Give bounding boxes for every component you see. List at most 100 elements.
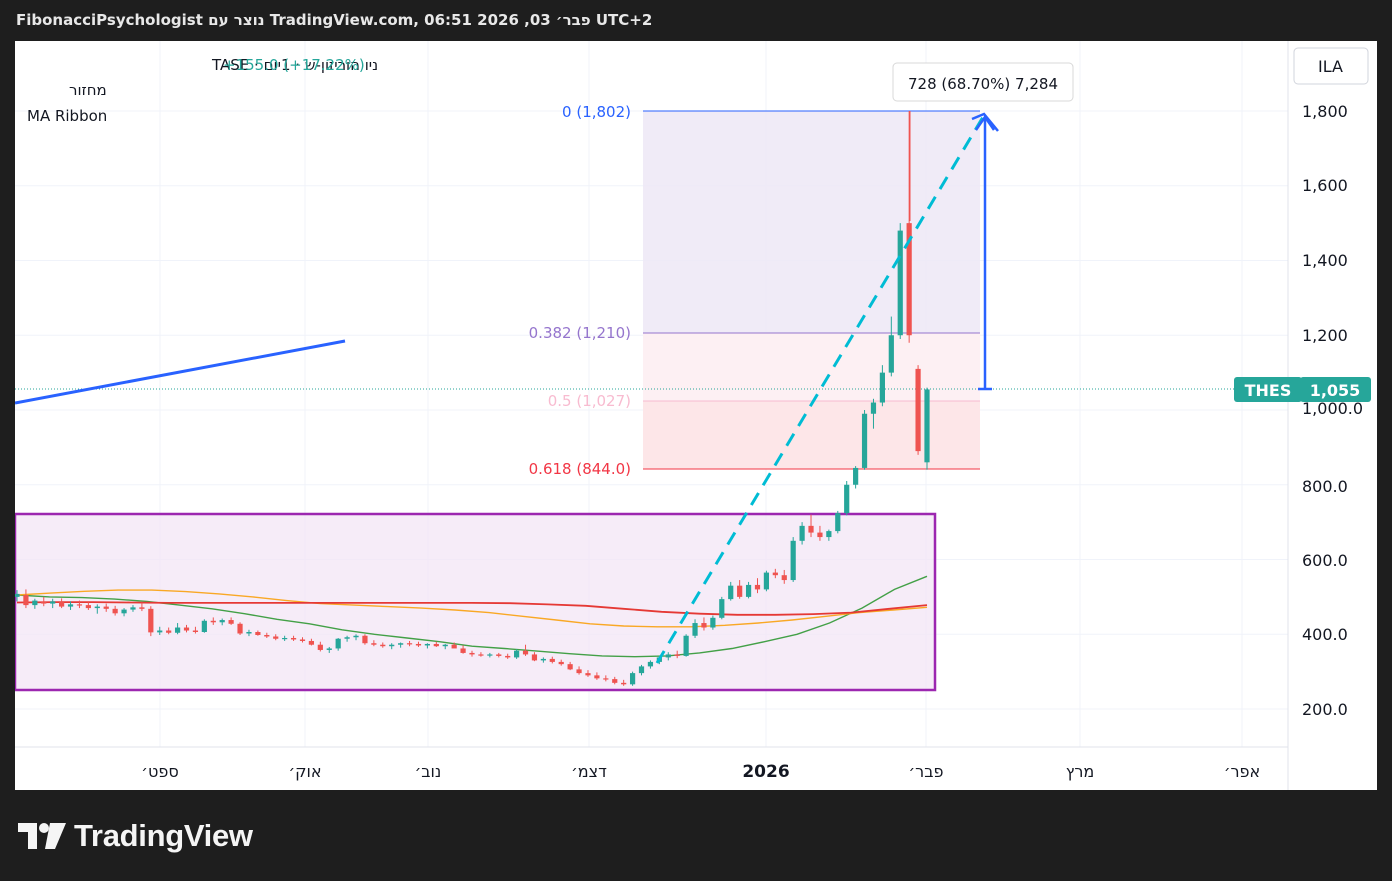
time-label-sep: ספט׳ [141, 762, 178, 781]
candle [59, 598, 65, 609]
trend-line[interactable] [14, 339, 346, 405]
candle [255, 630, 261, 636]
top-bar: FibonacciPsychologist נוצר עם TradingVie… [0, 0, 1392, 40]
tick-1600: 1,600 [1302, 176, 1348, 195]
candle [380, 642, 386, 648]
candle [808, 514, 814, 538]
candle [139, 602, 145, 612]
candle [371, 640, 377, 647]
candle [174, 623, 181, 635]
candle [460, 645, 466, 654]
candle [683, 634, 689, 657]
candle [692, 619, 698, 638]
candle [799, 522, 805, 545]
candle [32, 598, 38, 609]
candle [567, 661, 573, 671]
ma-line-1 [16, 589, 928, 628]
legend-change: +155.0 (+17.22%) [223, 56, 365, 74]
candle [398, 642, 404, 648]
candle [576, 666, 582, 675]
measure-tooltip [892, 62, 1074, 102]
candle [273, 634, 279, 641]
symbol-tag [1234, 377, 1302, 402]
candle [157, 626, 163, 635]
candle [603, 675, 609, 682]
candle [67, 601, 74, 610]
fib-label-0-382: 0.382 (1,210) [529, 324, 631, 342]
candle [826, 529, 832, 541]
projection-line[interactable] [655, 116, 985, 664]
candle [594, 672, 600, 680]
candle [344, 635, 350, 642]
candle [487, 652, 493, 658]
candle [781, 569, 787, 584]
candle [906, 111, 912, 343]
candle [719, 596, 725, 620]
legend-volume: מחזור [69, 81, 107, 99]
fib-label-0-5: 0.5 (1,027) [548, 392, 631, 410]
candle [540, 657, 546, 663]
candle [701, 617, 707, 631]
candle [844, 481, 850, 516]
ma-ribbon [16, 575, 928, 658]
ma-line-2 [16, 601, 928, 616]
tick-600: 600.0 [1302, 551, 1348, 570]
fibonacci-retracement[interactable]: 0 (1,802) 0.382 (1,210) 0.5 (1,027) 0.61… [529, 103, 980, 478]
candle [85, 602, 91, 610]
candle [531, 652, 538, 662]
projection-arrowhead [971, 112, 999, 132]
candle [505, 653, 511, 659]
price-chart[interactable]: 0 (1,802) 0.382 (1,210) 0.5 (1,027) 0.61… [14, 41, 1377, 790]
candle [737, 580, 743, 599]
price-range-measure[interactable]: 728 (68.70%) 7,284 [892, 62, 1074, 391]
legend-indicator: MA Ribbon [27, 107, 107, 125]
candle [353, 634, 359, 641]
candle [647, 660, 654, 669]
candle [264, 632, 270, 638]
tick-1000: 1,000.0 [1302, 399, 1363, 418]
brand-name: TradingView [74, 818, 253, 853]
candle [870, 398, 877, 429]
candle [76, 600, 83, 609]
currency-label: ILA [1318, 57, 1343, 76]
candle [710, 615, 716, 630]
candle [522, 644, 529, 656]
candle [915, 365, 921, 455]
time-label-oct: אוק׳ [288, 762, 321, 781]
fib-zone-382-5 [643, 333, 980, 401]
candle [166, 627, 172, 635]
candle [130, 605, 136, 612]
candle [389, 643, 395, 650]
fib-label-0: 0 (1,802) [562, 103, 631, 121]
fib-zone-5-618 [643, 401, 980, 469]
candle [282, 635, 288, 641]
candle [451, 642, 457, 649]
price-scale[interactable]: ILA 1,800 1,600 1,400 1,200 1,000.0 800.… [1234, 41, 1371, 790]
tradingview-logo[interactable]: TradingView [18, 816, 253, 856]
candle [317, 641, 323, 652]
candle [763, 570, 770, 592]
candle [754, 578, 761, 594]
candle [210, 617, 216, 625]
candle [308, 638, 315, 646]
candle [674, 650, 680, 659]
candle [888, 316, 894, 377]
candle [612, 676, 618, 685]
candle [148, 606, 154, 637]
candle [228, 617, 234, 625]
candle [665, 652, 671, 661]
tick-1400: 1,400 [1302, 251, 1348, 270]
price-tag-label: 1,055 [1310, 381, 1361, 400]
candle [853, 466, 859, 489]
tradingview-logo-icon [18, 823, 66, 849]
tick-200: 200.0 [1302, 700, 1348, 719]
candle [406, 640, 413, 647]
candle [790, 537, 796, 582]
time-scale[interactable]: ספט׳ אוק׳ נוב׳ דצמ׳ 2026 פבר׳ מרץ אפר׳ [15, 746, 1288, 782]
candle [50, 598, 56, 609]
candle [638, 664, 645, 676]
candle [469, 650, 475, 657]
ma-line-0 [16, 575, 928, 658]
candle [442, 643, 448, 650]
candle [23, 589, 29, 609]
